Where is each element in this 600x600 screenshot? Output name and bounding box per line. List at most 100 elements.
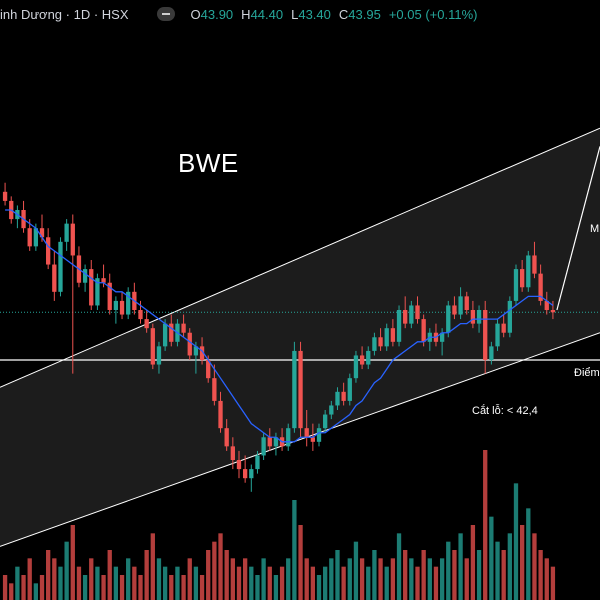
volume-bar: [236, 566, 242, 600]
volume-bar: [390, 558, 396, 600]
candle: [378, 328, 383, 351]
candle-body: [544, 300, 549, 310]
volume-bar: [119, 575, 125, 600]
candle: [347, 373, 352, 406]
candle: [273, 432, 279, 456]
candle-body: [267, 437, 272, 447]
volume-bar: [199, 575, 205, 600]
candle: [76, 246, 82, 288]
volume-bar: [495, 541, 500, 600]
volume-bar: [489, 516, 494, 600]
candle: [292, 341, 297, 433]
volume-bars: [2, 450, 556, 600]
volume-bar: [409, 558, 414, 600]
volume-bar: [15, 566, 20, 600]
candle: [58, 237, 63, 297]
volume-bar: [526, 508, 531, 600]
candle-body: [286, 428, 291, 447]
candle-body: [33, 228, 39, 247]
candle-body: [439, 332, 445, 342]
volume-bar: [255, 575, 260, 600]
candle: [532, 241, 537, 279]
volume-bar: [372, 550, 377, 600]
candle-body: [452, 305, 457, 315]
volume-bar: [347, 558, 352, 600]
volume-bar: [193, 566, 199, 600]
candle: [267, 428, 272, 451]
volume-bar: [538, 550, 543, 600]
candle: [452, 296, 457, 320]
candle: [323, 410, 328, 433]
candle: [298, 341, 303, 438]
volume-bar: [101, 575, 106, 600]
candle: [390, 319, 396, 347]
volume-bar: [298, 525, 303, 600]
candle: [403, 296, 408, 329]
candle-body: [224, 428, 229, 447]
volume-bar: [421, 550, 426, 600]
candle-body: [353, 355, 359, 379]
volume-bar: [439, 558, 445, 600]
candle-body: [150, 328, 155, 365]
candle: [507, 296, 512, 338]
volume-bar: [39, 575, 45, 600]
candle-body: [52, 264, 57, 292]
candle-body: [218, 400, 223, 429]
candle-body: [236, 460, 242, 470]
candle: [415, 296, 420, 324]
candle-body: [89, 269, 94, 306]
candle-body: [550, 310, 556, 313]
candle-body: [39, 228, 45, 238]
candle-body: [366, 350, 371, 365]
candle-body: [446, 305, 451, 333]
candle-body: [421, 319, 426, 342]
candle-body: [470, 310, 476, 324]
candle-body: [249, 469, 254, 479]
volume-bar: [181, 575, 186, 600]
candle-body: [58, 241, 63, 292]
candle: [15, 205, 20, 229]
candle-body: [230, 446, 235, 460]
candle: [544, 291, 549, 315]
candle: [169, 314, 174, 347]
volume-bar: [366, 566, 371, 600]
volume-bar: [452, 550, 457, 600]
volume-bar: [82, 575, 88, 600]
candle: [446, 300, 451, 338]
candle-body: [138, 310, 143, 320]
candle-body: [310, 437, 316, 442]
eye-icon[interactable]: [156, 7, 175, 21]
candle: [95, 273, 100, 310]
volume-bar: [33, 583, 39, 600]
candle-body: [126, 291, 131, 315]
high-quote: H44.40: [241, 6, 284, 22]
volume-bar: [169, 575, 174, 600]
candle-body: [403, 310, 408, 324]
volume-bar: [156, 558, 162, 600]
candle: [458, 287, 463, 320]
candle-body: [101, 278, 106, 283]
candle: [249, 464, 254, 492]
candle-body: [27, 228, 32, 247]
volume-bar: [230, 558, 235, 600]
candle: [212, 364, 217, 406]
volume-bar: [476, 550, 482, 600]
candle-body: [513, 269, 519, 301]
close-quote: C43.95: [338, 6, 381, 22]
candle: [513, 264, 519, 306]
volume-bar: [224, 550, 229, 600]
volume-bar: [483, 450, 488, 600]
candle-body: [113, 300, 119, 310]
candle-body: [476, 310, 482, 324]
volume-bar: [427, 558, 432, 600]
candle: [353, 350, 359, 383]
volume-bar: [76, 566, 82, 600]
volume-bar: [304, 558, 309, 600]
candle-body: [46, 237, 51, 265]
candle-body: [298, 350, 303, 429]
volume-bar: [242, 558, 248, 600]
volume-bar: [513, 483, 519, 600]
candle-body: [495, 323, 500, 347]
symbol-title[interactable]: inh Dương · 1D · HSX: [0, 6, 129, 22]
